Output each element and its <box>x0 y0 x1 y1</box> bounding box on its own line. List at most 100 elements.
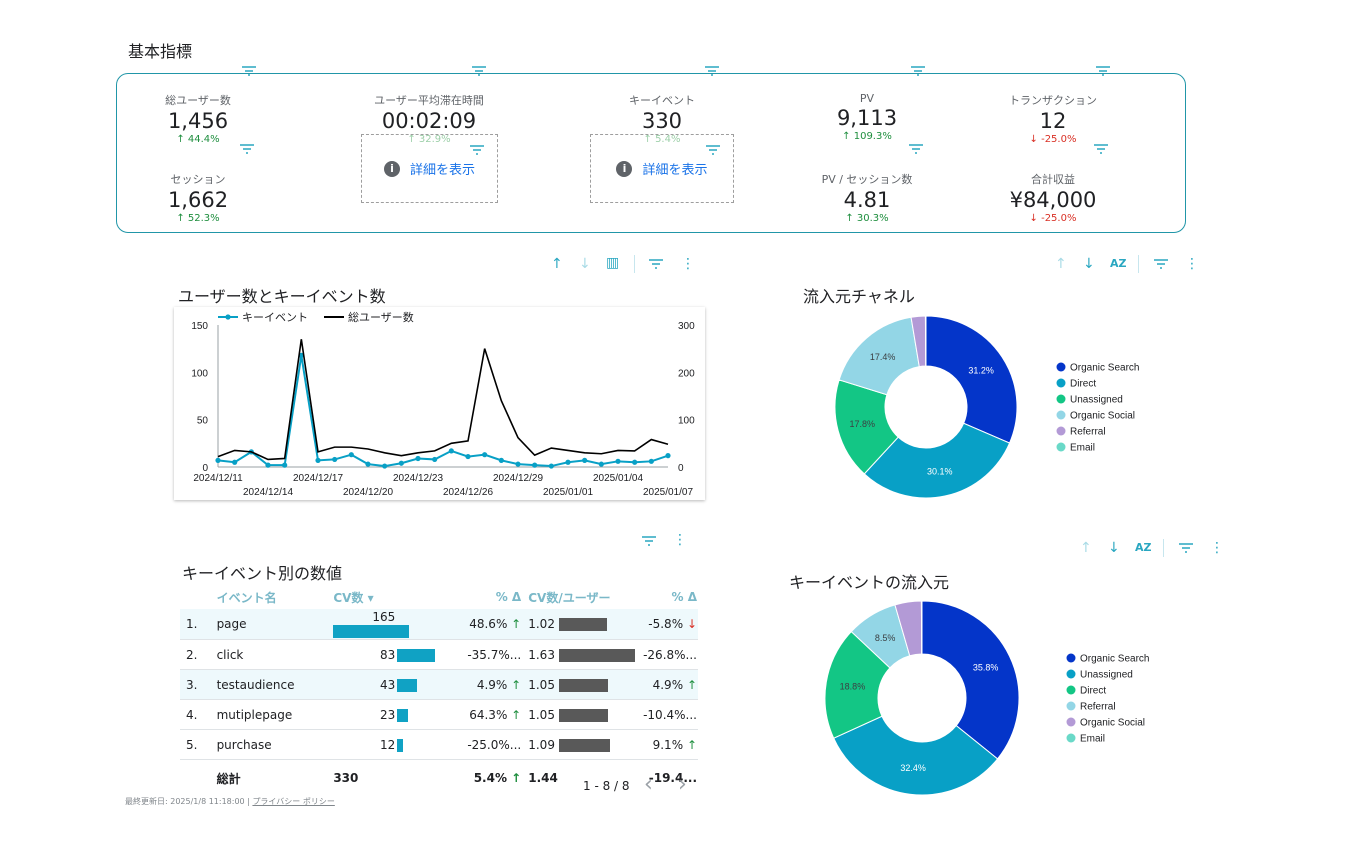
filter-icon[interactable] <box>1096 66 1110 76</box>
filter-icon[interactable] <box>1094 144 1108 154</box>
sort-descending-icon[interactable]: ↓ <box>579 256 591 272</box>
more-options-icon[interactable]: ⋮ <box>1210 540 1224 556</box>
table-row[interactable]: 4. mutiplepage 23 64.3% ↑ 1.05 -10.4%... <box>180 699 698 730</box>
cvu-bar <box>558 618 607 631</box>
kpi-pv-per-session[interactable]: PV / セッション数 4.81 ↑ 30.3% <box>792 171 942 224</box>
kpi-value: 1,662 <box>167 188 229 212</box>
sort-az-icon[interactable]: AZ <box>1110 257 1127 270</box>
key-event-table: イベント名 CV数 ▾ % Δ CV数/ユーザー % Δ 1. page 165 48… <box>180 585 698 796</box>
kpi-users[interactable]: 総ユーザー数 1,456 ↑ 44.4% <box>123 92 273 145</box>
data-point <box>632 459 638 465</box>
kpi-sessions[interactable]: セッション 1,662 ↑ 52.3% <box>123 171 273 224</box>
legend-dot <box>1056 426 1066 436</box>
filter-icon[interactable] <box>1179 543 1193 553</box>
y-tick-label-left: 50 <box>197 416 209 427</box>
sort-descending-icon[interactable]: ↓ <box>1083 256 1095 272</box>
section-title: 基本指標 <box>128 42 193 61</box>
filter-icon[interactable] <box>470 145 484 155</box>
kpi-avg-time[interactable]: ユーザー平均滞在時間 00:02:09 ↑ 32.9% <box>354 92 504 145</box>
row-index: 1. <box>180 609 216 640</box>
total-cvu: 1.44 <box>528 771 558 785</box>
footer-separator: | <box>247 797 250 806</box>
cv-value: 165 <box>372 610 396 624</box>
legend-dot <box>1066 653 1076 663</box>
kpi-revenue[interactable]: 合計収益 ¥84,000 ↓ -25.0% <box>978 171 1128 224</box>
kpi-key-events[interactable]: キーイベント 330 ↑ 5.4% <box>587 92 737 145</box>
table-row[interactable]: 5. purchase 12 -25.0%... 1.09 9.1% ↑ <box>180 729 698 760</box>
kpi-delta: ↓ -25.0% <box>1029 134 1077 145</box>
col-pct[interactable]: % Δ <box>495 590 522 604</box>
col-event-name[interactable]: イベント名 <box>216 590 277 605</box>
sort-az-icon[interactable]: AZ <box>1135 541 1152 554</box>
arrow-up-icon: ↑ <box>511 707 522 722</box>
donut-slice <box>833 715 999 796</box>
col-pct2[interactable]: % Δ <box>671 590 698 604</box>
filter-icon[interactable] <box>242 66 256 76</box>
sort-ascending-icon[interactable]: ↑ <box>1055 256 1067 272</box>
col-cv[interactable]: CV数 ▾ <box>333 590 374 605</box>
kpi-pv[interactable]: PV 9,113 ↑ 109.3% <box>792 92 942 142</box>
sort-ascending-icon[interactable]: ↑ <box>1080 540 1092 556</box>
legend-label: Direct <box>1080 686 1106 697</box>
more-options-icon[interactable]: ⋮ <box>1185 256 1199 272</box>
insights-icon[interactable]: ▥ <box>606 255 620 271</box>
legend-dot <box>1056 394 1066 404</box>
kpi-label: PV <box>859 92 875 105</box>
y-tick-label-left: 100 <box>191 368 208 379</box>
data-point <box>315 457 321 463</box>
filter-icon[interactable] <box>240 144 254 154</box>
filter-icon[interactable] <box>1154 259 1168 269</box>
kpi-transactions[interactable]: トランザクション 12 ↓ -25.0% <box>978 92 1128 145</box>
data-point <box>665 453 671 459</box>
table-row[interactable]: 2. click 83 -35.7%... 1.63 -26.8%... <box>180 639 698 670</box>
filter-icon[interactable] <box>909 144 923 154</box>
line-chart[interactable]: 05010015001002003002024/12/112024/12/142… <box>174 307 705 500</box>
kpi-delta: ↑ 30.3% <box>845 213 889 224</box>
table-row[interactable]: 1. page 165 48.6% ↑ 1.02 -5.8% ↓ <box>180 609 698 640</box>
filter-icon[interactable] <box>649 259 663 269</box>
total-cv: 330 <box>333 771 359 785</box>
total-pct: 5.4% ↑ <box>473 771 522 785</box>
cvu-cell: 1.05 <box>522 699 637 730</box>
channel-donut-chart[interactable]: 31.2% 30.1% 17.8% 17.4% Organic Search Direct… <box>820 305 1160 505</box>
row-index: 5. <box>180 729 216 760</box>
show-details-link[interactable]: 詳細を表示 <box>642 163 708 178</box>
detail-box-avg-time[interactable]: i 詳細を表示 <box>361 134 498 203</box>
kev-channel-donut-chart[interactable]: 35.8% 32.4% 18.8% 8.5% Organic Search Unassig… <box>810 590 1180 800</box>
sort-descending-icon[interactable]: ↓ <box>1108 540 1120 556</box>
kpi-delta: ↑ 32.9% <box>407 134 451 145</box>
pagination-label: 1 - 8 / 8 <box>583 779 630 793</box>
filter-icon[interactable] <box>911 66 925 76</box>
filter-icon[interactable] <box>472 66 486 76</box>
data-point <box>365 461 371 467</box>
cv-bar <box>397 678 418 692</box>
col-cv-per-user[interactable]: CV数/ユーザー <box>528 590 611 605</box>
table-row[interactable]: 3. testaudience 43 4.9% ↑ 1.05 4.9% ↑ <box>180 669 698 700</box>
event-name: page <box>215 609 333 640</box>
slice-label: 35.8% <box>973 663 999 673</box>
cvu-cell: 1.63 <box>522 639 637 670</box>
filter-icon[interactable] <box>642 536 656 546</box>
total-pct2: -19.4... <box>648 771 697 785</box>
sort-ascending-icon[interactable]: ↑ <box>551 256 563 272</box>
x-tick-label: 2025/01/07 <box>643 487 693 498</box>
pct-cell: -35.7%... <box>466 639 523 670</box>
legend-label: Direct <box>1070 379 1096 390</box>
cv-value: 43 <box>380 677 396 692</box>
detail-box-key-events[interactable]: i 詳細を表示 <box>590 134 734 203</box>
show-details-link[interactable]: 詳細を表示 <box>409 163 475 178</box>
legend-dot <box>1056 442 1066 452</box>
prev-page-button[interactable]: ‹ <box>644 772 653 797</box>
pct2-cell: 4.9% ↑ <box>636 669 698 700</box>
y-tick-label-right: 100 <box>678 416 695 427</box>
more-options-icon[interactable]: ⋮ <box>681 256 695 272</box>
kpi-delta: ↑ 5.4% <box>643 134 681 145</box>
filter-icon[interactable] <box>705 66 719 76</box>
filter-icon[interactable] <box>706 145 720 155</box>
more-options-icon[interactable]: ⋮ <box>673 532 687 548</box>
privacy-policy-link[interactable]: プライバシー ポリシー <box>252 797 335 806</box>
slice-label: 31.2% <box>968 366 994 376</box>
kpi-value: 00:02:09 <box>381 109 477 133</box>
next-page-button[interactable]: › <box>678 772 687 797</box>
total-label: 総計 <box>216 771 241 786</box>
